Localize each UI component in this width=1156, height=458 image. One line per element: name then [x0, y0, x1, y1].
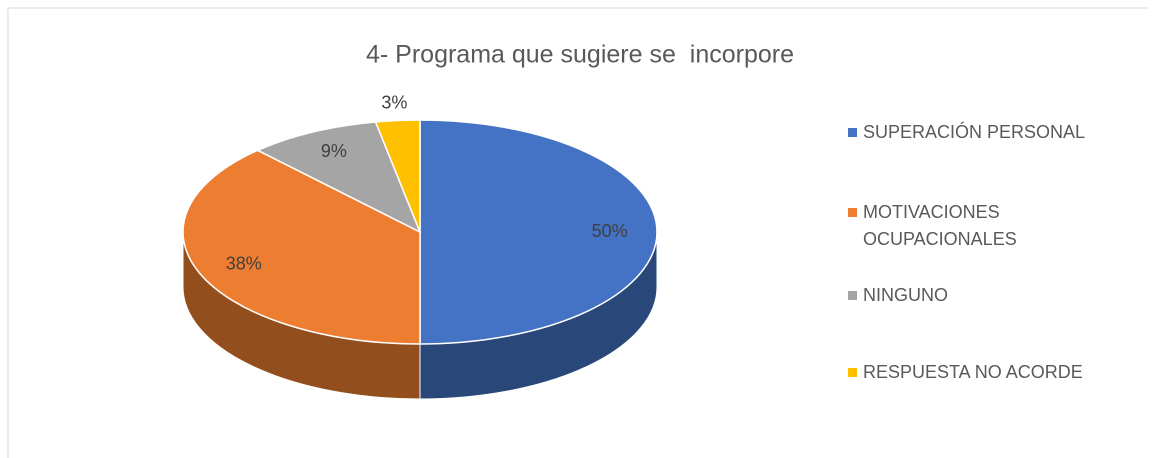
data-label: 3% [381, 93, 407, 113]
slice [419, 119, 658, 345]
slice [256, 121, 422, 234]
legend-item: MOTIVACIONES OCUPACIONALES [848, 199, 1128, 253]
legend-label: RESPUESTA NO ACORDE [863, 362, 1083, 382]
legend-label: NINGUNO [863, 285, 948, 305]
legend-item: RESPUESTA NO ACORDE [848, 359, 1128, 386]
data-label: 50% [592, 221, 628, 241]
legend-swatch [848, 291, 857, 300]
legend-swatch [848, 128, 857, 137]
slice [374, 119, 421, 233]
legend-item: NINGUNO [848, 282, 1128, 309]
legend-item: SUPERACIÓN PERSONAL [848, 119, 1128, 146]
data-label: 9% [321, 141, 347, 161]
frame [7, 7, 1148, 458]
legend-label: SUPERACIÓN PERSONAL [863, 122, 1086, 142]
data-label: 38% [226, 254, 262, 274]
chart-title: 4- Programa que sugiere se incorpore [366, 41, 794, 69]
legend-swatch [848, 368, 857, 377]
legend-swatch [848, 208, 857, 217]
slice [182, 149, 421, 345]
legend-label: MOTIVACIONES OCUPACIONALES [863, 202, 1017, 249]
